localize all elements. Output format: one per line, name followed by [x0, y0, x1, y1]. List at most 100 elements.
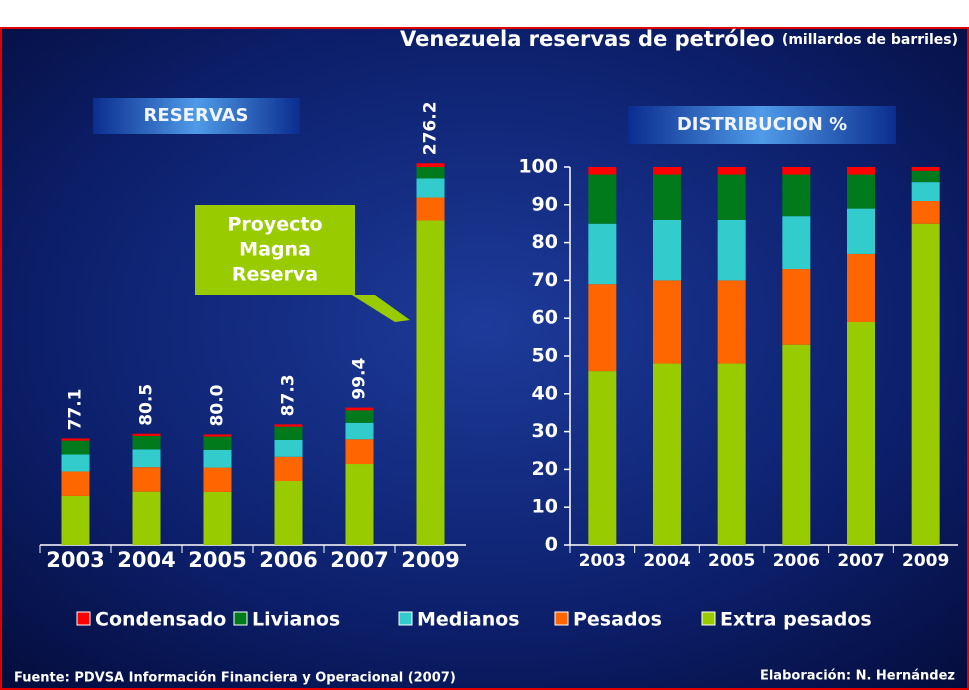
bar-segment [274, 481, 303, 545]
x-tick-label: 2004 [117, 548, 175, 572]
bar-segment [911, 167, 940, 171]
x-tick-label: 2009 [401, 548, 459, 572]
y-tick-label: 0 [545, 534, 558, 556]
bar-segment [416, 220, 445, 546]
bar-segment [274, 456, 303, 482]
bar-segment [416, 163, 445, 167]
bar-segment [132, 435, 161, 450]
bar-segment [847, 167, 875, 175]
bar-segment [782, 167, 811, 175]
bar-segment [132, 491, 161, 545]
callout: Proyecto Magna Reserva [195, 205, 410, 322]
bar-segment [274, 426, 303, 440]
y-tick-label: 20 [532, 458, 558, 480]
slide-title: Venezuela reservas de petróleo (millardo… [400, 27, 958, 51]
banner [93, 98, 300, 134]
total-label: 87.3 [279, 374, 299, 416]
y-tick-label: 100 [518, 156, 558, 178]
bar-segment [653, 363, 681, 545]
bar-segment [653, 167, 681, 175]
legend-label: Livianos [252, 609, 340, 631]
x-tick-label: 2006 [773, 551, 820, 571]
y-tick-label: 30 [532, 420, 558, 442]
y-tick-label: 60 [532, 307, 558, 329]
x-tick-label: 2007 [330, 548, 388, 572]
x-tick-label: 2005 [708, 551, 755, 571]
total-label: 80.5 [137, 384, 157, 426]
bar-segment [588, 371, 617, 545]
legend-label: Extra pesados [720, 609, 872, 631]
legend-swatch [398, 611, 413, 626]
bar-segment [588, 174, 617, 224]
x-tick-label: 2003 [46, 548, 104, 572]
bar-segment [345, 407, 374, 411]
total-label: 80.0 [208, 384, 228, 426]
source: Fuente: PDVSA Información Financiera y O… [14, 671, 456, 686]
y-tick-label: 50 [532, 345, 558, 367]
bar-segment [274, 424, 303, 427]
y-tick-label: 40 [532, 382, 558, 404]
bar-segment [416, 197, 445, 221]
bar-segment [203, 467, 232, 492]
annotation: Magna [239, 239, 311, 261]
legend-swatch [233, 611, 248, 626]
bar-segment [203, 436, 232, 450]
callout-box [195, 205, 410, 322]
legend-label: Pesados [573, 609, 662, 631]
bar-segment [847, 253, 875, 322]
x-tick-label: 2009 [902, 551, 949, 571]
title-main: Venezuela reservas de petróleo [400, 27, 775, 51]
y-tick-label: 10 [532, 496, 558, 518]
bar-segment [847, 321, 875, 545]
bar-segment [717, 280, 746, 364]
title-unit: (millardos de barriles) [782, 32, 958, 48]
bar-segment [203, 434, 232, 437]
y-tick-label: 80 [532, 231, 558, 253]
x-tick-label: 2004 [643, 551, 690, 571]
chart-title: DISTRIBUCION % [677, 114, 847, 135]
bar-segment [61, 438, 90, 441]
bar-segment [274, 439, 303, 457]
x-tick-label: 2007 [837, 551, 884, 571]
bar-segment [345, 422, 374, 440]
bar-segment [345, 410, 374, 423]
bar-segment [588, 167, 617, 175]
total-label: 276.2 [421, 101, 441, 155]
bar-segment [588, 223, 617, 285]
bar-segment [588, 284, 617, 372]
bar-segment [132, 467, 161, 492]
credit: Elaboración: N. Hernández [760, 669, 955, 684]
bar-segment [61, 471, 90, 496]
bar-segment [911, 170, 940, 183]
bar-segment [416, 178, 445, 198]
chart-title: RESERVAS [144, 105, 249, 126]
bar-segment [911, 201, 940, 224]
bar-segment [717, 167, 746, 175]
bar-segment [847, 174, 875, 209]
bar-segment [132, 449, 161, 468]
bar-segment [911, 223, 940, 545]
bar-segment [782, 269, 811, 345]
bar-segment [911, 182, 940, 202]
annotation: Proyecto [227, 214, 322, 236]
legend-swatch [76, 611, 91, 626]
bar-segment [132, 433, 161, 436]
total-label: 99.4 [350, 357, 370, 399]
bar-segment [345, 464, 374, 545]
y-tick-label: 90 [532, 193, 558, 215]
bar-segment [203, 449, 232, 468]
bar-segment [203, 491, 232, 545]
bar-segment [653, 219, 681, 281]
legend-swatch [554, 611, 569, 626]
bar-segment [653, 174, 681, 220]
bar-segment [782, 174, 811, 217]
bar-segment [61, 440, 90, 455]
x-tick-label: 2003 [579, 551, 626, 571]
legend-label: Medianos [417, 609, 520, 631]
x-tick-label: 2006 [259, 548, 317, 572]
bar-segment [345, 439, 374, 465]
bar-segment [653, 280, 681, 364]
bar-segment [782, 216, 811, 270]
legend-label: Condensado [95, 609, 226, 631]
